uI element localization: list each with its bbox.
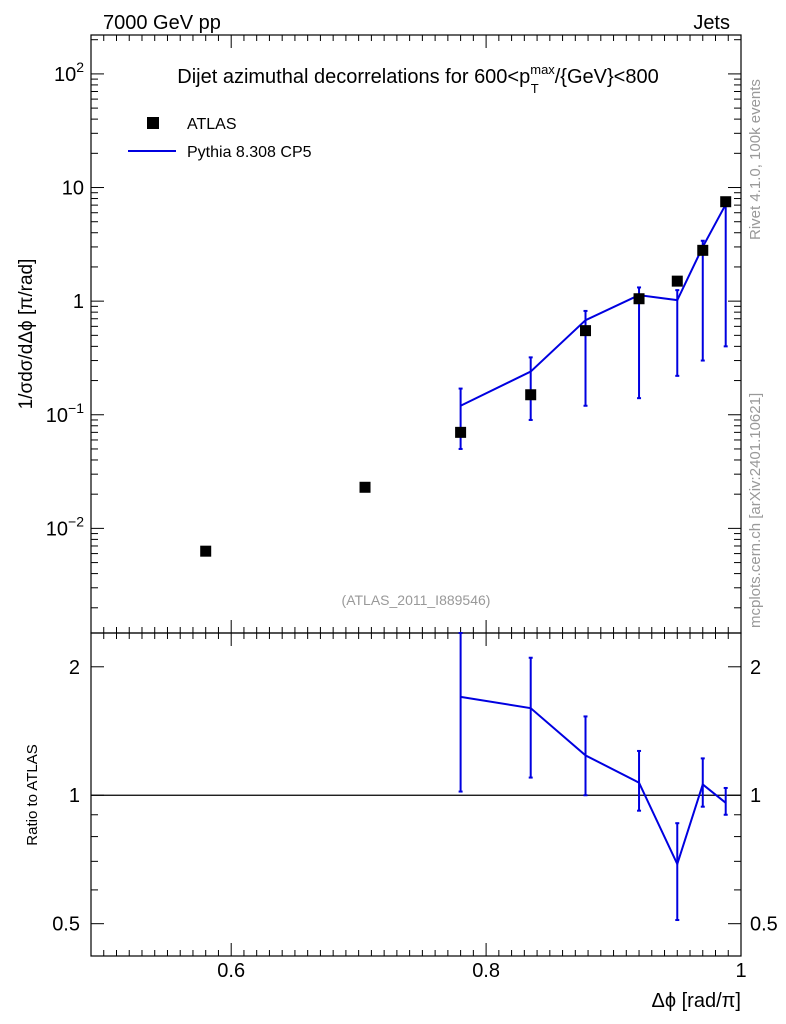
rivet-version-label: Rivet 4.1.0, 100k events [747,79,764,240]
analysis-watermark: (ATLAS_2011_I889546) [342,592,491,608]
main-ytick-label: 102 [54,59,84,86]
title-prefix: Dijet azimuthal decorrelations for 600<p [177,66,530,88]
atlas-data-point [525,389,537,401]
x-tick-label: 1 [735,960,746,982]
legend-marker-atlas [147,117,159,129]
ratio-ytick-label-right: 2 [750,657,761,679]
legend-label-pythia: Pythia 8.308 CP5 [187,144,312,161]
ratio-ytick-label-right: 0.5 [750,914,778,936]
title-sup: max [530,62,555,77]
main-ytick-label: 10−2 [46,513,84,540]
ratio-pythia-line [460,695,727,867]
atlas-data-point [720,196,732,208]
ratio-y-axis-label: Ratio to ATLAS [24,744,41,845]
ratio-ytick-label-left: 2 [69,657,80,679]
main-ytick-label: 10 [62,178,84,200]
legend-label-atlas: ATLAS [187,116,237,133]
main-title: Dijet azimuthal decorrelations for 600<p… [177,62,658,96]
ratio-axis-ticks: 0.5 0.5 1 1 2 2 [52,657,778,936]
ratio-ytick-label-left: 0.5 [52,914,80,936]
main-axis-ticks: 10−2 10−1 1 10 102 [46,39,741,609]
atlas-data-point [697,244,709,256]
mcplots-reference-label: mcplots.cern.ch [arXiv:2401.10621] [747,393,764,628]
atlas-data-point [671,275,683,287]
title-sub: T [531,81,539,96]
x-axis-label: Δϕ [rad/π] [652,990,742,1012]
main-ytick-label: 10−1 [46,400,84,427]
atlas-data-point [580,325,592,337]
ratio-ytick-label-right: 1 [750,785,761,807]
x-tick-label: 0.8 [472,960,500,982]
ratio-panel-frame [90,632,742,957]
header-left: 7000 GeV pp [103,12,221,34]
ratio-series-layer [458,632,728,922]
atlas-data-point [455,426,467,438]
main-ytick-label: 1 [73,291,84,313]
ratio-ytick-label-left: 1 [69,785,80,807]
atlas-data-point [359,481,371,493]
atlas-data-point [633,293,645,305]
legend: ATLAS Pythia 8.308 CP5 [128,116,312,161]
main-y-axis-label: 1/σdσ/dΔϕ [π/rad] [16,259,37,410]
x-tick-label: 0.6 [217,960,245,982]
main-series-layer [200,196,732,557]
pythia-line [460,203,727,407]
title-suffix: /{GeV}<800 [555,66,659,88]
header-right: Jets [693,12,730,34]
x-axis-ticks: 0.6 0.8 1 [103,35,747,982]
atlas-data-point [200,545,212,557]
